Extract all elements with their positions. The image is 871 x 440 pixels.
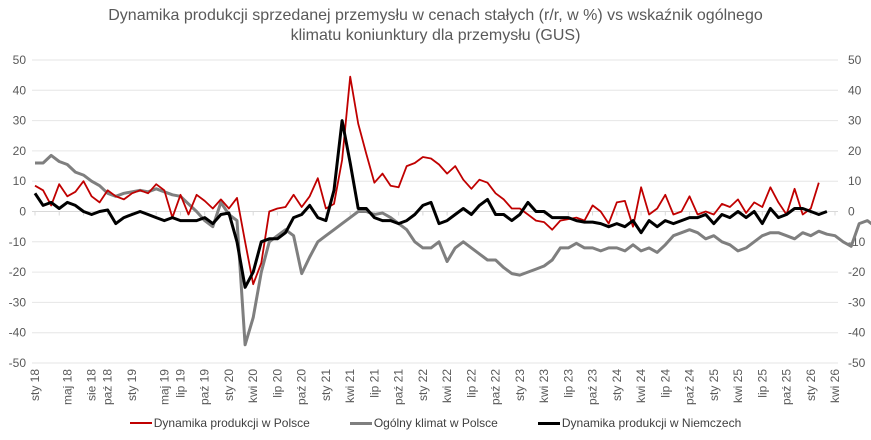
x-tick-label: paź 21 bbox=[392, 369, 406, 405]
x-tick-label: lip 20 bbox=[270, 369, 284, 398]
chart-title: Dynamika produkcji sprzedanej przemysłu … bbox=[0, 6, 871, 46]
y-tick-label-right: 40 bbox=[848, 83, 862, 97]
x-tick-label: sty 23 bbox=[513, 369, 527, 401]
x-tick-label: paź 19 bbox=[198, 369, 212, 405]
x-tick-label: sty 20 bbox=[222, 369, 236, 401]
x-tick-label: kwi 24 bbox=[634, 369, 648, 403]
y-tick-label-right: -50 bbox=[848, 356, 866, 370]
x-tick-label: paź 25 bbox=[780, 369, 794, 405]
x-tick-label: sty 24 bbox=[610, 369, 624, 401]
series-lines bbox=[33, 75, 871, 347]
legend-swatch-poland-climate bbox=[349, 421, 372, 425]
x-tick-label: sty 25 bbox=[707, 369, 721, 401]
y-tick-label-right: 30 bbox=[848, 114, 862, 128]
x-tick-label: kwi 26 bbox=[828, 369, 842, 403]
y-tick-label-left: 50 bbox=[13, 53, 27, 67]
y-tick-label-left: 10 bbox=[13, 174, 27, 188]
legend-label: Dynamika produkcji w Polsce bbox=[153, 416, 310, 430]
x-tick-label: paź 23 bbox=[586, 369, 600, 405]
series-line-poland-climate bbox=[35, 153, 871, 347]
chart-title-line-1: Dynamika produkcji sprzedanej przemysłu … bbox=[108, 7, 763, 24]
x-tick-label: lip 23 bbox=[561, 369, 575, 398]
y-tick-label-right: 20 bbox=[848, 144, 862, 158]
y-tick-label-right: -20 bbox=[848, 265, 866, 279]
x-tick-label: sty 21 bbox=[319, 369, 333, 401]
y-tick-label-left: -10 bbox=[9, 235, 27, 249]
x-axis: sty 18 maj 18 sie 18 paź 18 sty 19 maj 19 lip … bbox=[28, 211, 842, 405]
x-tick-label: sty 22 bbox=[416, 369, 430, 401]
legend-item-poland-climate: Ogólny klimat w Polsce bbox=[349, 416, 498, 430]
y-tick-label-right: -30 bbox=[848, 295, 866, 309]
x-tick-label: lip 24 bbox=[658, 369, 672, 398]
y-tick-label-left: 20 bbox=[13, 144, 27, 158]
y-tick-label-left: -40 bbox=[9, 326, 27, 340]
x-tick-label: kwi 22 bbox=[440, 369, 454, 403]
series-line-poland-production bbox=[34, 75, 820, 286]
x-tick-label: lip 25 bbox=[755, 369, 769, 398]
x-tick-label: sty 26 bbox=[804, 369, 818, 401]
legend-item-poland-production: Dynamika produkcji w Polsce bbox=[129, 416, 310, 430]
y-tick-label-right: 50 bbox=[848, 53, 862, 67]
y-axis-left: 50 40 30 20 10 0 -10 -20 -30 -40 -50 bbox=[9, 53, 27, 370]
x-tick-label: lip 22 bbox=[464, 369, 478, 398]
legend: Dynamika produkcji w Polsce Ogólny klima… bbox=[0, 416, 871, 430]
x-tick-label: lip 19 bbox=[173, 369, 187, 398]
gridlines bbox=[32, 59, 838, 364]
x-tick-label: lip 21 bbox=[367, 369, 381, 398]
x-tick-label: maj 19 bbox=[157, 369, 171, 405]
x-tick-label: kwi 23 bbox=[537, 369, 551, 403]
x-tick-label: paź 20 bbox=[295, 369, 309, 405]
x-tick-label: kwi 25 bbox=[731, 369, 745, 403]
x-tick-label: sty 18 bbox=[28, 369, 42, 401]
y-tick-label-left: -20 bbox=[9, 265, 27, 279]
x-tick-label: sie 18 bbox=[85, 369, 99, 401]
y-tick-label-left: -50 bbox=[9, 356, 27, 370]
x-tick-label: sty 19 bbox=[125, 369, 139, 401]
x-tick-label: kwi 21 bbox=[343, 369, 357, 403]
y-tick-label-right: 10 bbox=[848, 174, 862, 188]
legend-label: Dynamika produkcji w Niemczech bbox=[561, 416, 742, 430]
x-tick-label: maj 18 bbox=[60, 369, 74, 405]
x-tick-label: paź 22 bbox=[489, 369, 503, 405]
legend-label: Ogólny klimat w Polsce bbox=[373, 416, 498, 430]
y-tick-label-left: -30 bbox=[9, 295, 27, 309]
legend-item-germany-production: Dynamika produkcji w Niemczech bbox=[537, 416, 742, 430]
y-tick-label-left: 30 bbox=[13, 114, 27, 128]
series-line-germany-production bbox=[33, 119, 828, 289]
x-tick-label: paź 24 bbox=[683, 369, 697, 405]
y-tick-label-left: 0 bbox=[19, 205, 26, 219]
y-tick-label-right: -40 bbox=[848, 326, 866, 340]
legend-swatch-poland-production bbox=[129, 422, 152, 424]
y-tick-label-left: 40 bbox=[13, 83, 27, 97]
x-tick-label: kwi 20 bbox=[246, 369, 260, 403]
x-tick-label: paź 18 bbox=[101, 369, 115, 405]
y-tick-label-right: 0 bbox=[848, 205, 855, 219]
chart-title-line-2: klimatu koniunktury dla przemysłu (GUS) bbox=[290, 27, 581, 44]
legend-swatch-germany-production bbox=[537, 421, 560, 425]
